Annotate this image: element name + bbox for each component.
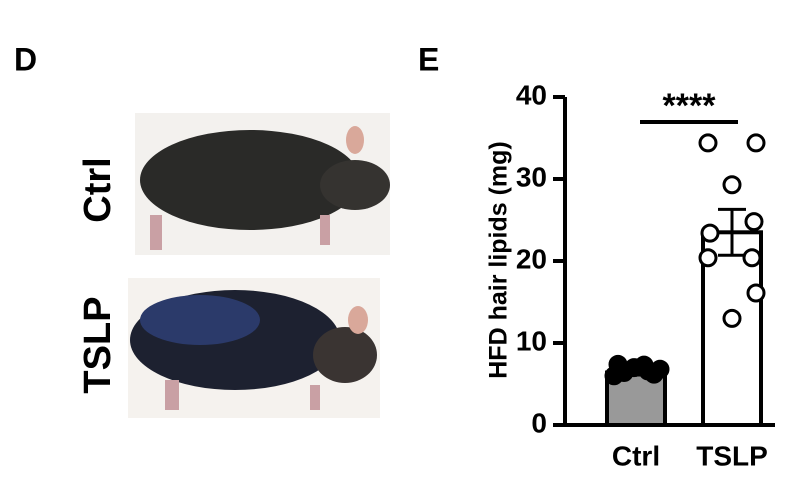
panel-label: E [418,41,439,77]
data-point [722,308,742,328]
y-tick-label: 20 [516,243,547,274]
x-tick-label: Ctrl [612,440,660,471]
x-tick-label: TSLP [696,440,768,471]
data-point [608,354,628,374]
data-point [698,133,718,153]
y-axis-title: HFD hair lipids (mg) [485,141,513,379]
data-point [722,175,742,195]
error-bar [718,207,746,257]
data-point [700,223,720,243]
data-point [744,212,764,232]
data-point [746,133,766,153]
y-tick-label: 40 [516,79,547,110]
y-tick-label: 30 [516,161,547,192]
significance: **** [663,87,717,125]
data-point [638,361,658,381]
photo-ctrl [135,113,390,255]
data-point [698,248,718,268]
photo-tslp [128,278,380,418]
image-label: TSLP [77,296,119,393]
data-point [746,283,766,303]
panel-label: D [14,41,37,77]
y-tick-label: 0 [531,407,547,438]
image-label: Ctrl [77,157,119,222]
y-tick-label: 10 [516,325,547,356]
data-point [742,248,762,268]
